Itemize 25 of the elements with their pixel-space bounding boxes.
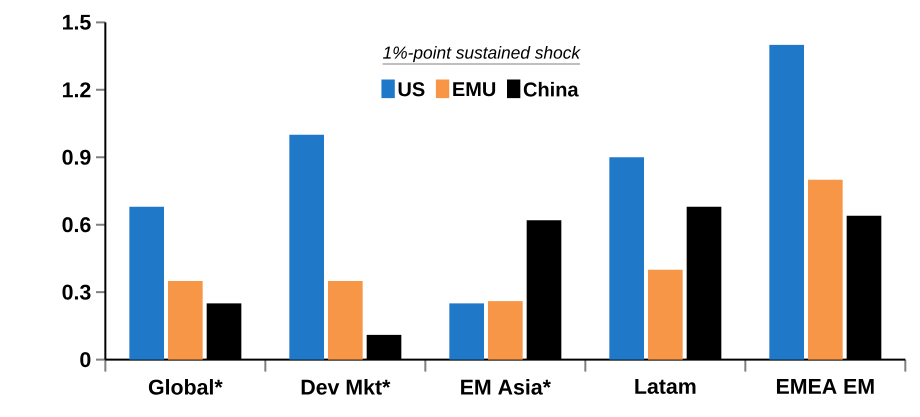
y-tick-label: 1.2 <box>62 82 90 98</box>
bar <box>609 157 644 360</box>
bar <box>808 180 843 360</box>
bar <box>129 206 164 360</box>
legend-title: 1%-point sustained shock <box>383 46 581 62</box>
x-tick-label: EMEA EM <box>776 379 874 394</box>
legend-label: US <box>398 82 424 96</box>
legend-label: China <box>524 82 579 97</box>
y-tick-label: 0.3 <box>62 284 91 300</box>
bar <box>328 280 363 360</box>
y-tick-label: 1.5 <box>62 14 91 30</box>
bar <box>488 301 523 360</box>
bar <box>648 270 683 360</box>
x-tick-label: Global* <box>148 379 223 395</box>
y-tick-label: 0.6 <box>62 217 91 232</box>
x-tick-label: EM Asia* <box>461 379 551 395</box>
bar <box>769 44 804 360</box>
bar <box>289 134 324 360</box>
legend-label: EMU <box>453 82 496 96</box>
x-tick-label: Dev Mkt* <box>302 379 390 395</box>
bar <box>168 280 203 360</box>
y-tick-label: 0.9 <box>62 150 90 165</box>
x-tick-label: Latam <box>635 379 696 394</box>
y-tick-label: 0 <box>80 352 90 368</box>
bar <box>449 303 484 360</box>
